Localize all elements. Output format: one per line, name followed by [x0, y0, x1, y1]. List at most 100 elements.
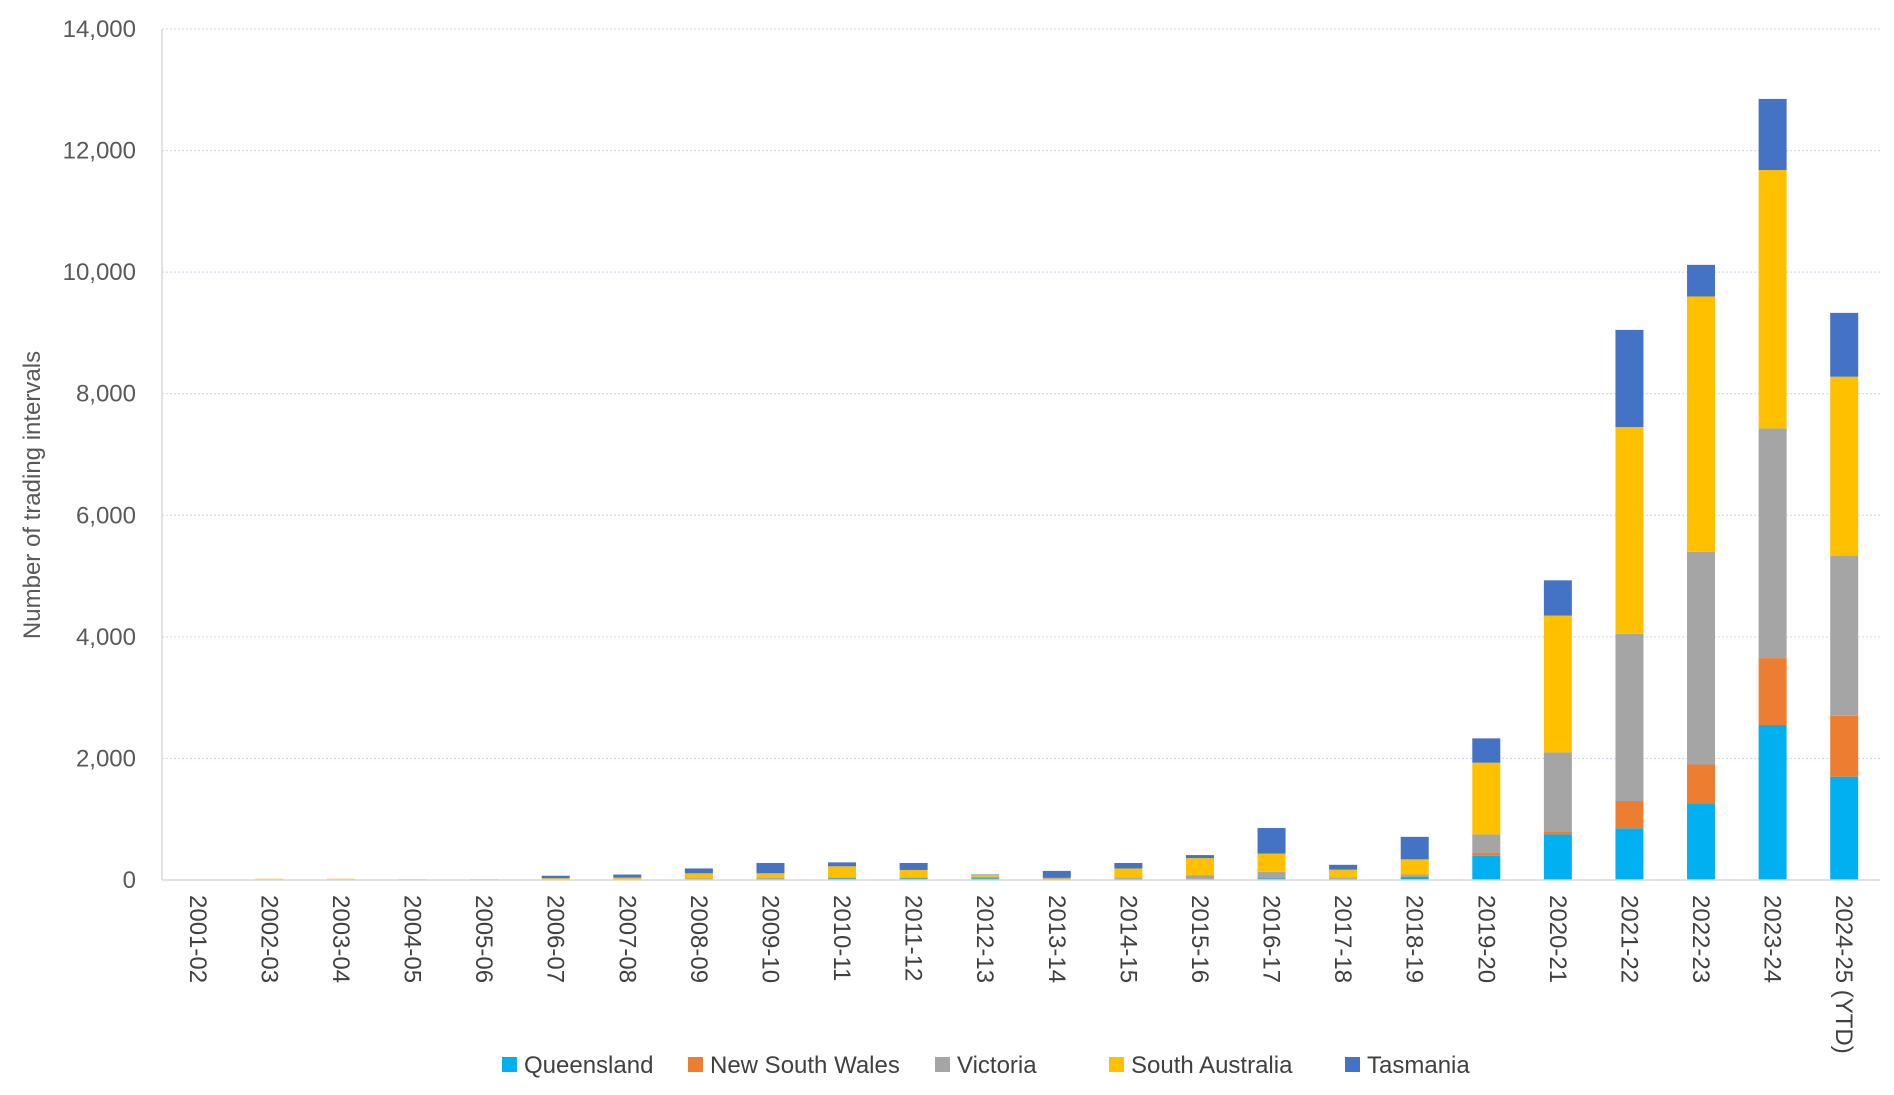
bar-segment-victoria: [613, 878, 642, 880]
x-tick-label: 2013-14: [1043, 895, 1070, 983]
legend-swatch: [502, 1057, 517, 1072]
x-tick-label: 2023-24: [1759, 895, 1786, 983]
bar-segment-victoria: [1472, 834, 1501, 853]
legend-label: Queensland: [524, 1052, 653, 1079]
legend: Queensland New South Wales Victoria South A…: [502, 1052, 1470, 1079]
bar-segment-victoria: [756, 877, 785, 879]
bar-segment-south-australia: [1185, 858, 1214, 876]
bar-segment-victoria: [971, 876, 1000, 879]
bar-segment-tasmania: [1185, 855, 1214, 859]
legend-swatch: [1109, 1057, 1124, 1072]
bar-segment-victoria: [1830, 556, 1859, 716]
bar-segment-south-australia: [1329, 869, 1358, 878]
bar-segment-south-australia: [1472, 762, 1501, 835]
bar-segment-victoria: [828, 877, 857, 879]
bar-segment-queensland: [828, 878, 857, 880]
bar-segment-new-south-wales: [1687, 764, 1716, 805]
x-tick-label: 2022-23: [1687, 895, 1714, 983]
legend-swatch: [688, 1057, 703, 1072]
legend-label: Victoria: [957, 1052, 1037, 1079]
bar-segment-tasmania: [971, 874, 1000, 876]
legend-item-victoria: Victoria: [935, 1052, 1037, 1079]
bar-segment-south-australia: [541, 878, 570, 880]
bar-segment-south-australia: [1615, 427, 1644, 634]
bar-segment-tasmania: [756, 862, 785, 874]
x-tick-label: 2007-08: [613, 895, 640, 983]
bar-segment-victoria: [1615, 633, 1644, 801]
bar-segment-south-australia: [828, 866, 857, 878]
bar-segment-queensland: [1400, 876, 1429, 880]
bar-segment-victoria: [1758, 428, 1787, 659]
x-tick-label: 2002-03: [255, 895, 282, 983]
legend-label: Tasmania: [1367, 1052, 1470, 1079]
bar-segment-south-australia: [613, 877, 642, 879]
x-tick-label: 2001-02: [184, 895, 211, 983]
y-tick-label: 12,000: [63, 138, 136, 165]
bar-segment-tasmania: [1472, 738, 1501, 763]
bar-segment-victoria: [1257, 871, 1286, 879]
legend-label: South Australia: [1131, 1052, 1293, 1079]
x-tick-label: 2014-15: [1114, 895, 1141, 983]
bar-segment-new-south-wales: [1543, 831, 1572, 835]
x-tick-label: 2009-10: [756, 895, 783, 983]
x-tick-label: 2003-04: [327, 895, 354, 983]
bar-segment-queensland: [899, 878, 928, 880]
y-tick-label: 10,000: [63, 259, 136, 286]
bar-segment-victoria: [1114, 877, 1143, 879]
x-tick-label: 2015-16: [1186, 895, 1213, 983]
bar-segment-victoria: [1687, 551, 1716, 765]
bar-segment-new-south-wales: [1758, 658, 1787, 725]
bar-segment-tasmania: [1257, 828, 1286, 854]
y-tick-label: 2,000: [76, 745, 136, 772]
legend-item-queensland: Queensland: [502, 1052, 653, 1079]
legend-item-new-south-wales: New South Wales: [688, 1052, 900, 1079]
bar-segment-victoria: [1329, 877, 1358, 879]
y-axis-title: Number of trading intervals: [19, 351, 46, 639]
bar-segment-queensland: [1830, 776, 1859, 880]
bar-segment-queensland: [1472, 855, 1501, 880]
y-tick-label: 14,000: [63, 16, 136, 43]
bar-segment-south-australia: [1687, 296, 1716, 552]
x-tick-label: 2021-22: [1615, 895, 1642, 983]
bar-segment-victoria: [1543, 752, 1572, 832]
bar-segment-tasmania: [899, 862, 928, 870]
bar-segment-queensland: [971, 878, 1000, 880]
bar-segment-new-south-wales: [1472, 852, 1501, 856]
y-tick-label: 8,000: [76, 381, 136, 408]
x-tick-label: 2019-20: [1472, 895, 1499, 983]
bar-segment-tasmania: [541, 875, 570, 879]
legend-swatch: [1345, 1057, 1360, 1072]
bar-segment-south-australia: [1543, 615, 1572, 753]
bar-segment-tasmania: [1543, 580, 1572, 616]
x-tick-label: 2006-07: [542, 895, 569, 983]
bar-segment-victoria: [1185, 875, 1214, 879]
x-axis-ticks: 2001-02 2002-03 2003-04 2004-05 2005-06 2006-…: [184, 895, 1857, 1054]
bar-segment-new-south-wales: [1830, 715, 1859, 777]
legend-label: New South Wales: [710, 1052, 900, 1079]
bar-segment-tasmania: [1830, 312, 1859, 377]
x-tick-label: 2024-25 (YTD): [1830, 895, 1857, 1054]
bar-segment-south-australia: [756, 873, 785, 878]
bar-segment-victoria: [684, 878, 713, 880]
bar-segment-victoria: [899, 877, 928, 879]
bar-segment-queensland: [1543, 834, 1572, 880]
x-tick-label: 2011-12: [900, 895, 927, 981]
bar-segment-queensland: [1615, 828, 1644, 880]
bar-segment-tasmania: [1400, 836, 1429, 860]
bars: [255, 98, 1859, 881]
x-tick-label: 2008-09: [685, 895, 712, 983]
x-tick-label: 2018-19: [1401, 895, 1428, 983]
bar-segment-victoria: [1042, 878, 1071, 880]
bar-segment-tasmania: [1615, 329, 1644, 428]
bar-segment-queensland: [1758, 724, 1787, 880]
legend-swatch: [935, 1057, 950, 1072]
x-tick-label: 2020-21: [1544, 895, 1571, 983]
x-tick-label: 2016-17: [1258, 895, 1285, 983]
bar-segment-south-australia: [1830, 376, 1859, 557]
bar-segment-tasmania: [684, 868, 713, 874]
bar-segment-new-south-wales: [1615, 800, 1644, 829]
bar-segment-tasmania: [1687, 264, 1716, 297]
bar-segment-south-australia: [1758, 170, 1787, 429]
bar-segment-south-australia: [1257, 853, 1286, 872]
